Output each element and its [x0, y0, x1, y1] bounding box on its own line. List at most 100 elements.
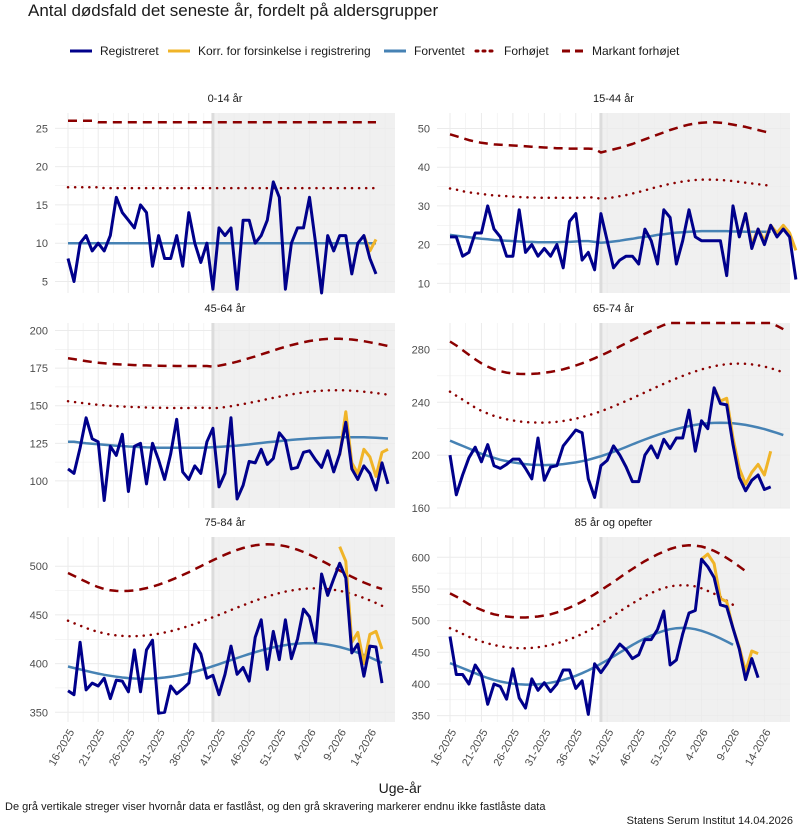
series-registered — [66, 180, 378, 295]
legend-label-elevated: Forhøjet — [504, 44, 549, 58]
series-corrected — [338, 546, 384, 666]
y-tick-label: 550 — [412, 584, 430, 596]
x-tick-label: 41-2025 — [198, 727, 229, 768]
unlocked-shading — [212, 113, 395, 293]
x-tick-label: 36-2025 — [554, 727, 585, 768]
series-registered — [450, 204, 798, 280]
panel-title: 0-14 år — [208, 93, 243, 105]
panel-3: 45-64 år 100 125 150 175 200 — [30, 303, 395, 508]
series-elevated — [448, 583, 735, 650]
x-tick-label: 46-2025 — [228, 727, 259, 768]
unlocked-shading — [212, 323, 395, 508]
y-tick-label: 10 — [36, 238, 48, 250]
y-tick-label: 30 — [418, 201, 430, 213]
x-tick-label: 51-2025 — [649, 727, 680, 768]
x-axis-title: Uge-år — [378, 780, 422, 796]
x-tick-label: 16-2025 — [429, 727, 460, 768]
x-tick-label: 14-2026 — [743, 727, 774, 768]
series-elevated — [448, 178, 772, 201]
chart-area: 0-14 år 5 10 15 20 25 15-44 år 10 20 30 40 50 45-64 … — [30, 93, 798, 768]
y-tick-label: 280 — [412, 344, 430, 356]
series-expected — [67, 641, 383, 680]
panel-5: 75-84 år 350 400 450 500 16-2025 21-2025 26-202… — [30, 517, 395, 768]
panel-4: 65-74 år 160 200 240 280 — [412, 303, 790, 515]
y-tick-label: 5 — [42, 277, 48, 289]
series-registered — [448, 557, 760, 716]
x-tick-label: 26-2025 — [107, 727, 138, 768]
y-tick-label: 350 — [30, 707, 48, 719]
panel-title: 85 år og opefter — [575, 517, 653, 529]
panel-title: 15-44 år — [593, 93, 634, 105]
series-markedly-elevated — [449, 121, 771, 154]
x-tick-label: 16-2025 — [47, 727, 78, 768]
series-elevated — [66, 186, 378, 190]
legend-label-expected: Forventet — [414, 44, 465, 58]
legend-label-corrected: Korr. for forsinkelse i registrering — [198, 44, 371, 58]
series-markedly-elevated — [449, 543, 747, 619]
y-tick-label: 40 — [418, 162, 430, 174]
y-tick-label: 600 — [412, 552, 430, 564]
series-elevated — [448, 362, 785, 424]
source-credit: Statens Serum Institut 14.04.2026 — [626, 815, 793, 827]
y-tick-label: 500 — [30, 561, 48, 573]
x-tick-label: 31-2025 — [137, 727, 168, 768]
series-markedly-elevated — [67, 337, 389, 368]
unlocked-shading — [600, 113, 790, 293]
series-markedly-elevated — [68, 119, 376, 124]
panel-6: 85 år og opefter 350 400 450 500 550 600 16-202… — [412, 517, 790, 768]
x-tick-label: 41-2025 — [586, 727, 617, 768]
series-registered — [67, 416, 390, 502]
series-markedly-elevated — [67, 543, 383, 593]
legend-label-registered: Registreret — [100, 44, 159, 58]
x-tick-label: 46-2025 — [617, 727, 648, 768]
y-tick-label: 200 — [30, 326, 48, 338]
panel-title: 45-64 år — [205, 303, 246, 315]
y-tick-label: 200 — [412, 450, 430, 462]
x-tick-label: 9-2026 — [715, 727, 743, 763]
legend-item-registered: Registreret — [70, 40, 159, 62]
legend-label-markedly-elevated: Markant forhøjet — [592, 44, 680, 58]
y-tick-label: 25 — [36, 123, 48, 135]
y-tick-label: 50 — [418, 123, 430, 135]
unlocked-shading — [212, 537, 395, 722]
series-expected — [449, 229, 771, 244]
legend-item-elevated: Forhøjet — [474, 40, 549, 62]
x-tick-label: 51-2025 — [258, 727, 289, 768]
y-tick-label: 15 — [36, 200, 48, 212]
panel-2: 15-44 år 10 20 30 40 50 — [418, 93, 798, 293]
legend-item-corrected: Korr. for forsinkelse i registrering — [168, 40, 371, 62]
x-tick-label: 31-2025 — [523, 727, 554, 768]
chart-title: Antal dødsfald det seneste år, fordelt p… — [28, 1, 439, 20]
x-tick-label: 14-2026 — [349, 727, 380, 768]
y-tick-label: 450 — [30, 610, 48, 622]
x-tick-label: 4-2026 — [683, 727, 711, 763]
x-tick-label: 9-2026 — [321, 727, 349, 763]
y-tick-label: 450 — [412, 647, 430, 659]
x-tick-label: 4-2026 — [291, 727, 319, 763]
series-corrected — [712, 387, 773, 486]
legend-item-markedly-elevated: Markant forhøjet — [562, 40, 679, 62]
legend-item-expected: Forventet — [384, 40, 465, 62]
y-tick-label: 10 — [418, 278, 430, 290]
y-tick-label: 500 — [412, 616, 430, 628]
y-tick-label: 150 — [30, 401, 48, 413]
footnote: De grå vertikale streger viser hvornår d… — [5, 801, 546, 813]
y-tick-label: 400 — [30, 659, 48, 671]
panel-title: 65-74 år — [593, 303, 634, 315]
y-tick-label: 240 — [412, 397, 430, 409]
panel-title: 75-84 år — [205, 517, 246, 529]
series-registered — [448, 386, 772, 499]
x-tick-label: 26-2025 — [492, 727, 523, 768]
panel-1: 0-14 år 5 10 15 20 25 — [36, 93, 395, 295]
series-elevated — [66, 587, 390, 638]
y-tick-label: 20 — [36, 162, 48, 174]
x-tick-label: 21-2025 — [77, 727, 108, 768]
series-elevated — [66, 388, 390, 410]
x-tick-label: 21-2025 — [460, 727, 491, 768]
y-tick-label: 400 — [412, 679, 430, 691]
y-tick-label: 20 — [418, 240, 430, 252]
y-tick-label: 100 — [30, 476, 48, 488]
x-tick-label: 36-2025 — [167, 727, 198, 768]
y-tick-label: 350 — [412, 711, 430, 723]
series-markedly-elevated — [449, 321, 784, 376]
